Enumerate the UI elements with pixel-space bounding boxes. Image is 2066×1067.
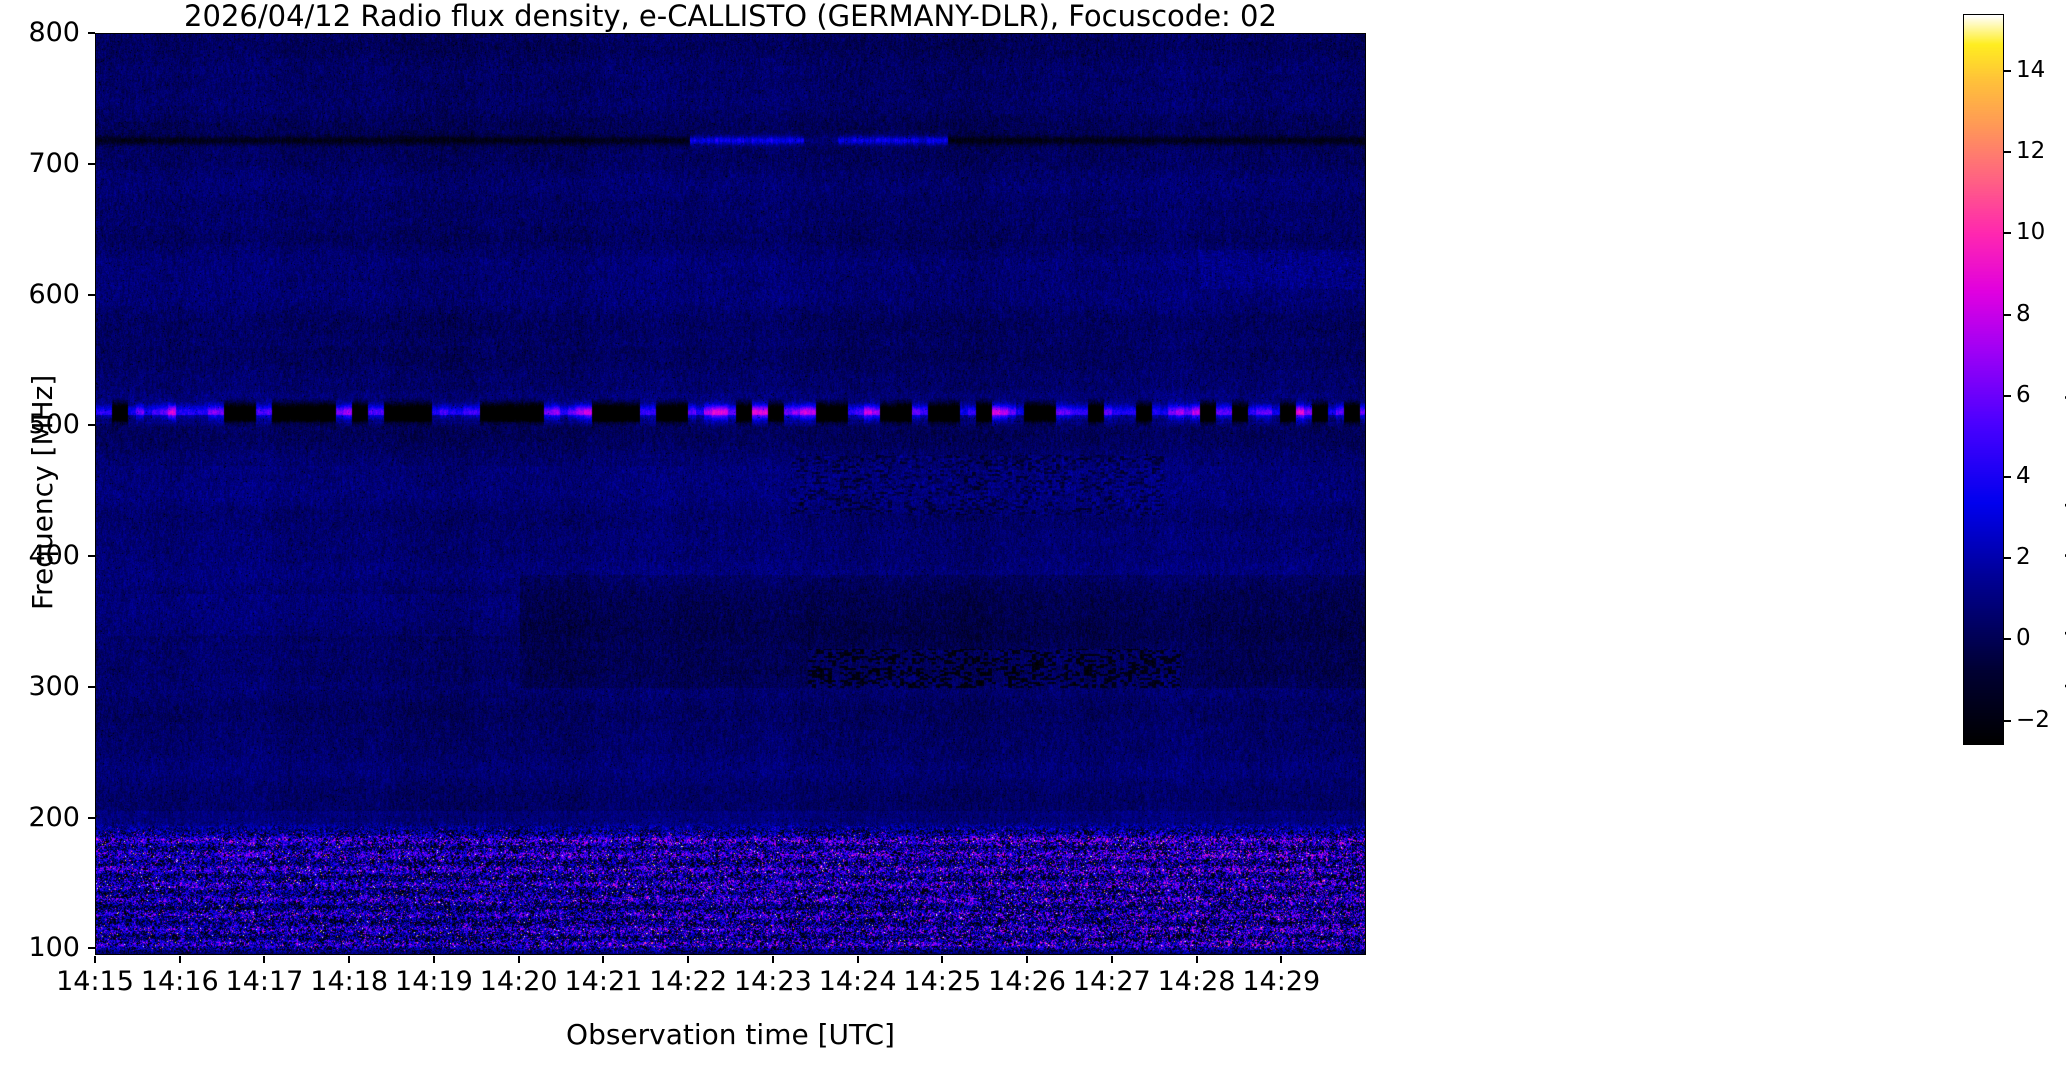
colorbar-tick-mark [2004, 69, 2011, 72]
x-tick-label: 14:26 [988, 966, 1066, 997]
x-tick-label: 14:15 [56, 966, 134, 997]
colorbar-tick-mark [2004, 557, 2011, 560]
x-tick-label: 14:24 [818, 966, 897, 997]
x-tick-label: 14:17 [225, 966, 304, 997]
x-tick-mark [1026, 956, 1029, 963]
x-tick-label: 14:20 [479, 966, 558, 997]
colorbar-tick-label: 0 [2016, 625, 2031, 652]
x-tick-label: 14:27 [1072, 966, 1151, 997]
y-tick-label: 800 [28, 17, 80, 48]
x-tick-mark [941, 956, 944, 963]
x-tick-mark [1195, 956, 1198, 963]
colorbar-tick-label: 10 [2016, 219, 2046, 246]
y-tick-mark [88, 947, 95, 950]
x-tick-label: 14:22 [649, 966, 728, 997]
y-tick-mark [88, 685, 95, 688]
x-tick-mark [94, 956, 96, 963]
x-tick-mark [432, 956, 435, 963]
y-tick-mark [88, 162, 95, 165]
x-tick-mark [856, 956, 859, 963]
colorbar-tick-label: 8 [2016, 300, 2031, 327]
colorbar-tick-label: 12 [2016, 138, 2046, 165]
colorbar-gradient [1964, 15, 2003, 744]
colorbar-tick-label: 2 [2016, 544, 2031, 571]
y-tick-label: 700 [28, 147, 80, 179]
colorbar-tick-mark [2004, 151, 2011, 154]
y-tick-label: 600 [28, 278, 80, 310]
y-tick-label: 200 [28, 801, 80, 833]
y-tick-mark [88, 293, 95, 296]
colorbar-tick-label: −2 [2016, 706, 2050, 733]
x-tick-label: 14:25 [903, 966, 982, 997]
x-tick-mark [687, 956, 690, 963]
y-tick-label: 500 [28, 409, 80, 441]
x-tick-mark [771, 956, 774, 963]
x-tick-label: 14:21 [564, 966, 643, 997]
x-tick-label: 14:28 [1157, 966, 1236, 997]
colorbar-tick-mark [2004, 394, 2011, 397]
x-tick-mark [348, 956, 351, 963]
colorbar-tick-label: 14 [2016, 56, 2046, 83]
y-tick-label: 400 [28, 540, 80, 572]
colorbar-tick-label: 4 [2016, 462, 2031, 489]
y-tick-label: 300 [28, 670, 80, 702]
x-tick-mark [1280, 956, 1283, 963]
y-tick-mark [88, 816, 95, 819]
x-tick-mark [517, 956, 520, 963]
x-tick-mark [602, 956, 605, 963]
x-tick-label: 14:29 [1242, 966, 1321, 997]
colorbar-tick-mark [2004, 313, 2011, 316]
colorbar-tick-mark [2004, 638, 2011, 641]
x-tick-mark [178, 956, 181, 963]
x-tick-label: 14:23 [733, 966, 812, 997]
colorbar[interactable] [1963, 14, 2004, 745]
colorbar-label: dB above background [2060, 393, 2066, 700]
y-tick-mark [88, 424, 95, 427]
colorbar-tick-mark [2004, 719, 2011, 722]
y-tick-mark [88, 555, 95, 558]
spectrogram-image [96, 34, 1365, 954]
x-tick-label: 14:16 [140, 966, 219, 997]
x-axis-label: Observation time [UTC] [566, 1018, 895, 1051]
x-tick-label: 14:18 [310, 966, 389, 997]
spectrogram-plot-area[interactable] [95, 33, 1366, 955]
colorbar-tick-mark [2004, 232, 2011, 235]
x-tick-mark [263, 956, 266, 963]
colorbar-tick-label: 6 [2016, 381, 2031, 408]
colorbar-tick-mark [2004, 475, 2011, 478]
y-tick-mark [88, 32, 95, 34]
y-tick-label: 100 [28, 932, 80, 964]
page-title: 2026/04/12 Radio flux density, e-CALLIST… [184, 0, 1277, 33]
x-tick-label: 14:19 [395, 966, 473, 997]
x-tick-mark [1110, 956, 1113, 963]
